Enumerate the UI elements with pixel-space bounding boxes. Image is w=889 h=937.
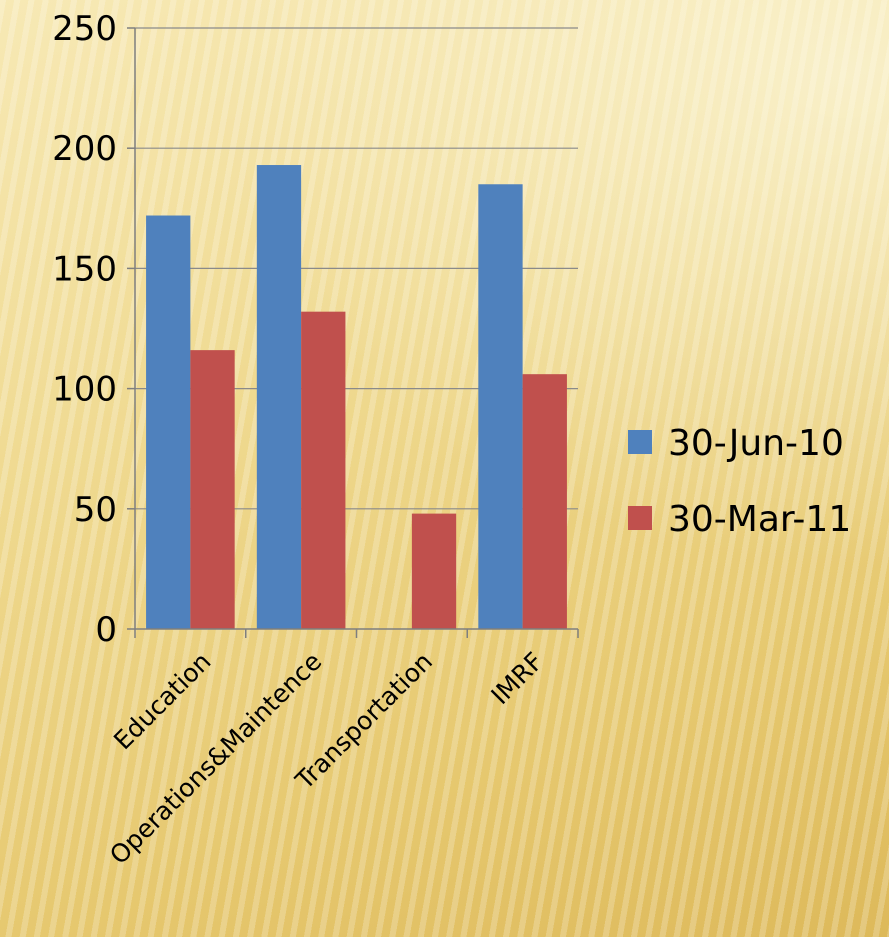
bars (146, 165, 567, 629)
bar-series-1 (146, 215, 191, 629)
bar-series-2 (522, 374, 567, 629)
legend-label: 30-Jun-10 (668, 423, 844, 464)
y-tick-label: 50 (74, 490, 117, 530)
x-category-label: Education (108, 647, 217, 756)
axes (127, 27, 579, 638)
legend-swatch (628, 506, 652, 530)
y-tick-label: 0 (95, 610, 117, 650)
y-axis-ticks: 0 50 100 150 200 250 (52, 9, 117, 650)
x-axis-categories: EducationOperations&MaintenceTransportat… (104, 647, 549, 870)
y-tick-label: 150 (52, 249, 117, 289)
bar-series-2 (301, 311, 346, 629)
y-tick-label: 250 (52, 9, 117, 49)
bar-series-2 (411, 513, 457, 629)
legend-swatch (628, 430, 652, 454)
legend: 30-Jun-10 30-Mar-11 (628, 423, 851, 540)
bar-series-1 (478, 184, 523, 629)
y-tick-label: 100 (52, 370, 117, 410)
legend-label: 30-Mar-11 (668, 499, 851, 540)
bar-series-1 (256, 165, 302, 629)
x-category-label: Operations&Maintence (104, 647, 327, 870)
x-category-label: IMRF (485, 647, 548, 710)
bar-series-2 (190, 350, 235, 629)
y-tick-label: 200 (52, 129, 117, 169)
